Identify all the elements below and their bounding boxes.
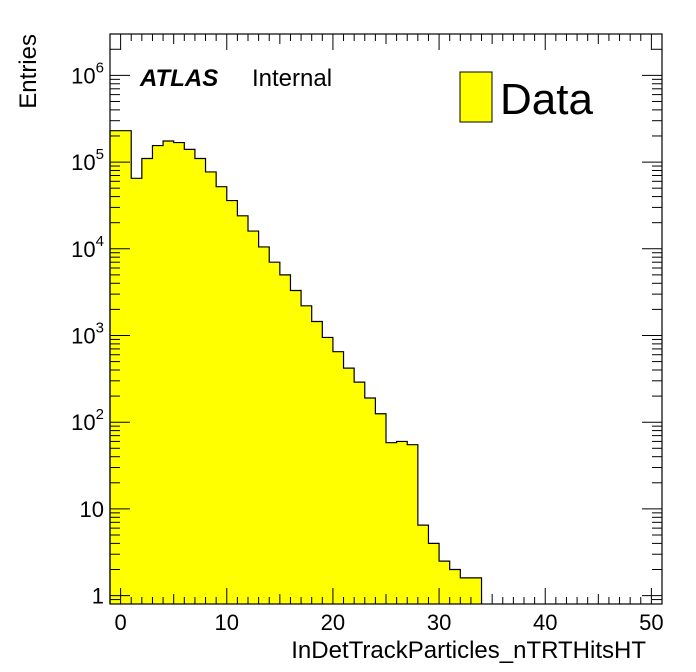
histogram-bar <box>386 442 398 604</box>
histogram-bar <box>428 543 440 604</box>
x-tick-label: 50 <box>639 610 663 635</box>
histogram-bar <box>120 130 132 604</box>
histogram-bar <box>141 158 153 604</box>
histogram-bar <box>173 142 185 605</box>
histogram-bar <box>184 149 196 604</box>
y-tick-label: 1 <box>92 584 104 609</box>
y-tick-label: 104 <box>71 233 104 262</box>
histogram-bars <box>109 130 483 605</box>
y-tick-label: 102 <box>71 406 104 435</box>
histogram-bar <box>417 525 429 604</box>
histogram-bar <box>258 246 270 604</box>
histogram-bar <box>354 382 366 604</box>
x-axis-ticks: 0 10 20 30 40 50 <box>109 34 664 635</box>
legend-label: Data <box>500 75 593 124</box>
x-tick-label: 0 <box>114 610 126 635</box>
y-tick-label: 10 <box>80 497 104 522</box>
histogram-bar <box>439 561 451 604</box>
x-tick-label: 30 <box>427 610 451 635</box>
histogram-bar <box>460 577 472 604</box>
histogram-bar <box>407 444 419 604</box>
histogram-bar <box>194 158 206 604</box>
x-tick-label: 20 <box>321 610 345 635</box>
histogram-bar <box>343 368 355 604</box>
x-axis-title: InDetTrackParticles_nTRTHitsHT <box>291 637 646 664</box>
histogram-outline <box>109 130 483 604</box>
legend-swatch <box>459 71 493 123</box>
histogram-bar <box>237 215 249 605</box>
histogram-bar <box>311 321 323 604</box>
histogram-bar <box>216 186 228 604</box>
histogram-bar <box>163 141 175 605</box>
histogram-bar <box>396 441 408 604</box>
histogram-bar <box>375 413 387 604</box>
histogram-bar <box>290 290 302 604</box>
x-tick-label: 10 <box>215 610 239 635</box>
histogram-bar <box>269 262 281 604</box>
histogram-bar <box>301 305 313 604</box>
histogram-bar <box>332 351 344 604</box>
histogram-bar <box>226 200 238 604</box>
y-tick-label: 103 <box>71 319 104 348</box>
histogram-bar <box>322 337 334 604</box>
histogram-bar <box>470 577 482 604</box>
histogram-bar <box>248 231 260 605</box>
y-tick-label: 105 <box>71 146 104 175</box>
histogram-bar <box>131 178 143 604</box>
x-tick-label: 40 <box>533 610 557 635</box>
y-tick-label: 106 <box>71 59 104 88</box>
histogram-bar <box>152 145 164 605</box>
y-axis-ticks: 1 10 102 103 104 105 106 <box>71 33 662 609</box>
histogram-bar <box>364 398 376 604</box>
histogram-bar <box>449 569 461 604</box>
atlas-label: ATLAS <box>139 65 218 92</box>
y-axis-title: Entries <box>15 34 42 109</box>
histogram-bar <box>205 171 217 604</box>
histogram-bar <box>279 274 291 604</box>
histogram-bar <box>110 130 122 604</box>
internal-label: Internal <box>252 65 332 92</box>
